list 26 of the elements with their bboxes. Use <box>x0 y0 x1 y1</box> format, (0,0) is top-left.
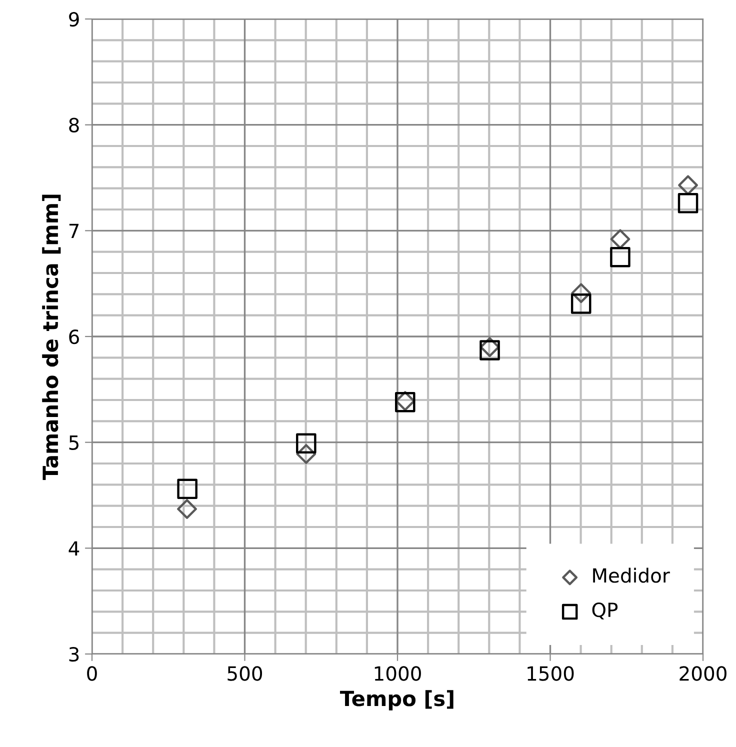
x-tick-label: 500 <box>228 666 262 681</box>
y-tick-label: 4 <box>68 541 80 556</box>
point <box>570 294 592 314</box>
x-tick-label: 1000 <box>374 666 421 681</box>
point <box>177 478 198 500</box>
point <box>678 175 698 196</box>
y-tick-label: 7 <box>69 224 79 238</box>
y-tick-label: 5 <box>69 436 78 450</box>
point <box>610 229 630 250</box>
y-tick-label: 9 <box>69 12 79 27</box>
point <box>610 246 630 268</box>
y-tick-label: 6 <box>69 329 79 344</box>
x-tick-label: 2000 <box>680 666 726 681</box>
legend-label: QP <box>592 602 618 620</box>
point <box>678 193 698 214</box>
point <box>296 444 316 464</box>
point <box>296 433 316 454</box>
x-tick-label: 1500 <box>528 666 574 681</box>
y-tick-label: 8 <box>69 118 79 132</box>
y-tick-label: 3 <box>69 646 79 662</box>
y-axis-title: Tamanho de trinca [mm] <box>42 194 61 480</box>
point <box>177 499 197 519</box>
point <box>571 283 592 304</box>
legend-label: Medidor <box>593 568 670 583</box>
x-axis-title: Tempo [s] <box>340 690 454 710</box>
x-tick-label: 0 <box>87 666 97 681</box>
